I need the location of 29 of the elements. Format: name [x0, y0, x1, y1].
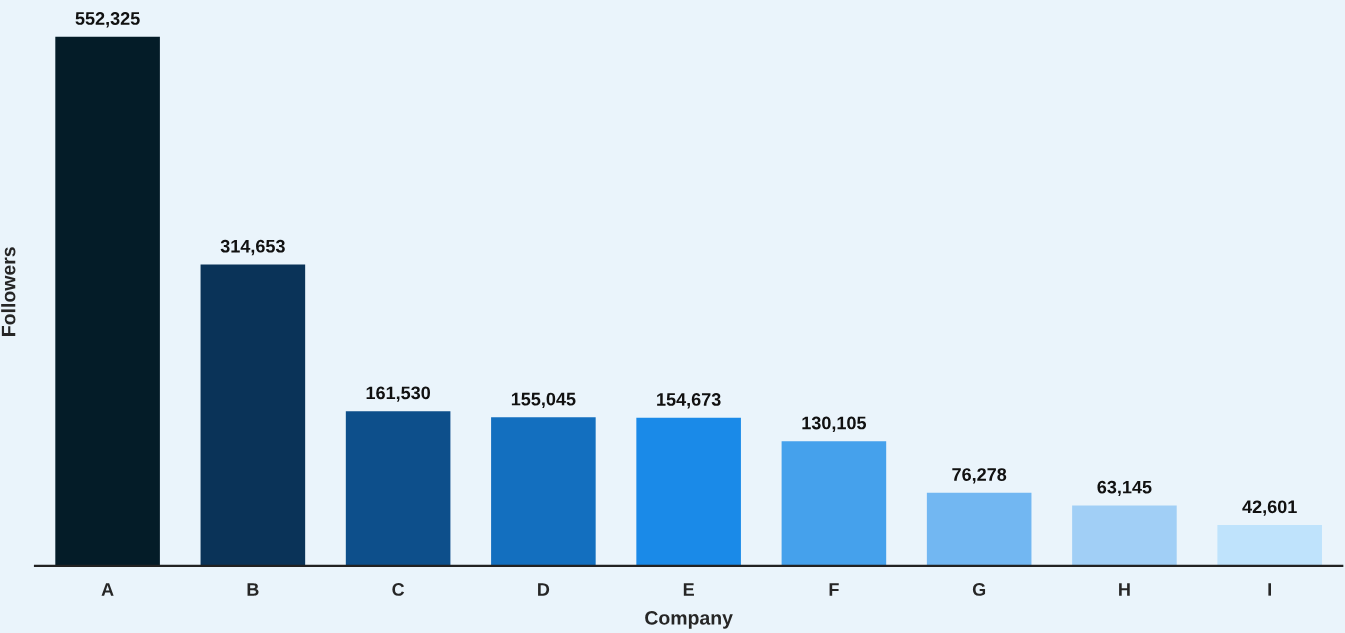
data-label: 314,653	[220, 239, 285, 256]
data-label: 63,145	[1097, 480, 1152, 497]
bar	[781, 441, 887, 566]
y-axis-title: Followers	[1, 247, 16, 336]
data-label: 42,601	[1242, 500, 1297, 516]
x-tick-label: E	[683, 583, 694, 596]
x-tick-label: G	[972, 583, 986, 596]
bar	[1072, 505, 1177, 566]
data-label: 155,045	[511, 392, 576, 409]
data-label: 154,673	[657, 393, 721, 409]
x-tick-label: F	[829, 583, 839, 596]
data-label: 130,105	[802, 416, 867, 432]
bar	[55, 36, 160, 566]
bar	[345, 411, 451, 566]
x-tick-label: B	[247, 583, 259, 596]
x-tick-label: H	[1119, 583, 1130, 596]
x-tick-label: I	[1268, 583, 1271, 596]
x-axis-title: Company	[645, 611, 733, 629]
bar	[926, 492, 1032, 566]
x-tick-label: D	[538, 583, 550, 596]
bar	[491, 417, 596, 566]
bar	[636, 417, 741, 566]
data-label: 76,278	[952, 468, 1007, 484]
x-tick-label: C	[392, 583, 405, 596]
data-label: 161,530	[366, 386, 431, 402]
bar	[1217, 525, 1322, 566]
x-tick-label: A	[101, 583, 114, 596]
bar	[200, 264, 306, 566]
data-label: 552,325	[75, 12, 140, 28]
